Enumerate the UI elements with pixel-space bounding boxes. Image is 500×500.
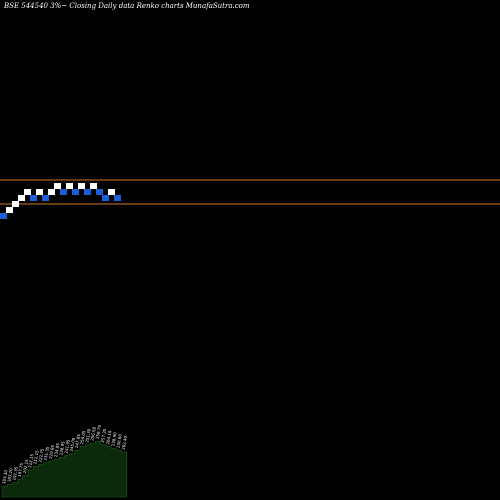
renko-brick [60,189,67,195]
renko-brick [102,195,109,201]
volume-label: 257.35 [100,428,107,443]
volume-label: 229.85 [48,444,55,459]
volume-label: 183.30 [1,469,8,484]
volume-label: 202.15 [22,458,29,473]
volume-label: 183.20 [6,467,13,482]
renko-bricks [0,183,121,219]
volume-label: 222.75 [37,448,44,463]
volume-label: 238.95 [58,440,65,455]
renko-brick [96,189,103,195]
volume-label: 241.95 [63,439,70,454]
reference-lines [0,179,500,205]
renko-brick [0,213,7,219]
volume-label: 256.58 [89,426,96,441]
volume-label: 212.15 [27,453,34,468]
renko-brick [114,195,121,201]
volume-label: 251.30 [84,428,91,443]
volume-label: 264.19 [105,430,112,445]
volume-panel [1,440,128,498]
renko-brick [30,195,37,201]
volume-label: 250.05 [79,430,86,445]
renko-brick [42,195,49,201]
renko-brick [72,189,79,195]
volume-labels: 183.30183.20192.35197.75202.15212.15212.… [1,424,128,484]
volume-label: 192.35 [11,466,18,481]
volume-label: 238.90 [110,431,117,446]
volume-label: 256.79 [95,424,102,439]
renko-brick [36,189,43,195]
renko-brick [78,183,85,189]
renko-brick [90,183,97,189]
renko-brick [48,189,55,195]
renko-brick [66,183,73,189]
volume-label: 245.00 [69,437,76,452]
renko-brick [54,183,61,189]
volume-label: 212.15 [32,449,39,464]
volume-label: 247.85 [74,433,81,448]
renko-brick [108,189,115,195]
volume-label: 230.60 [115,433,122,448]
renko-brick [24,189,31,195]
volume-label: 234.85 [53,442,60,457]
volume-area [1,440,128,498]
chart-title: BSE 544540 3%~ Closing Daily data Renko … [4,2,250,10]
volume-label: 197.75 [17,462,24,477]
renko-brick [12,201,19,207]
volume-label: 231.35 [43,446,50,461]
renko-brick [84,189,91,195]
volume-label: 262.40 [121,435,128,450]
renko-brick [6,207,13,213]
renko-brick [18,195,25,201]
